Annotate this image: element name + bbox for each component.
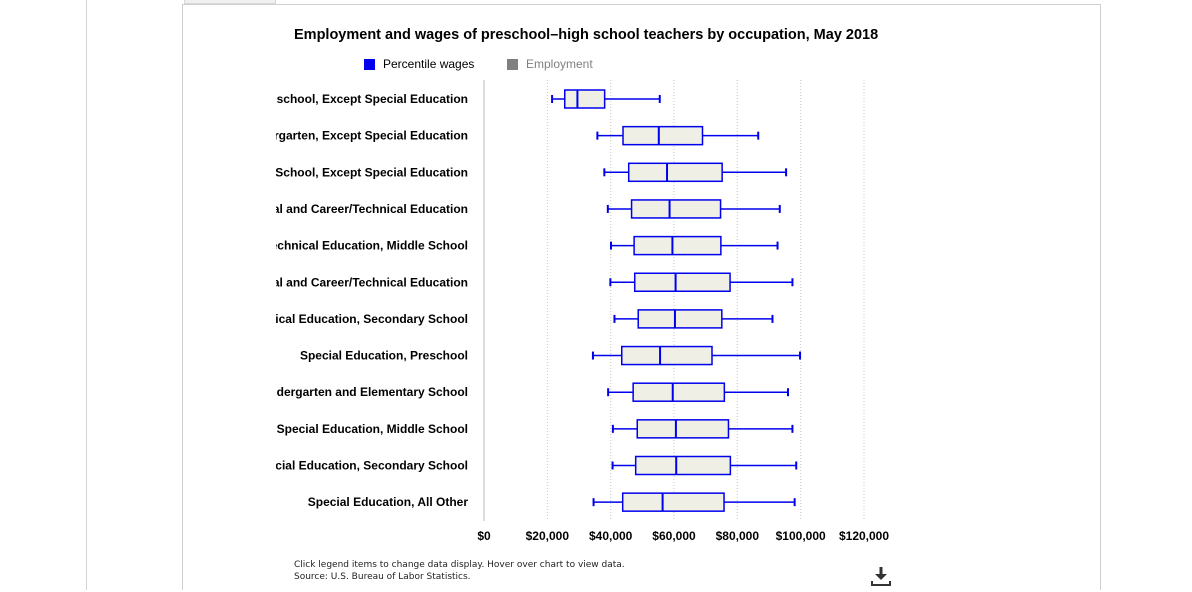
category-label: al and Career/Technical Education — [273, 202, 468, 216]
box-iqr — [627, 162, 723, 183]
x-tick-label: $80,000 — [716, 529, 760, 543]
category-label: / School, Except Special Education — [269, 165, 468, 179]
category-label: al and Career/Technical Education — [273, 275, 468, 289]
box-iqr — [621, 345, 713, 366]
x-tick-label: $120,000 — [839, 529, 889, 543]
category-label: reschool, Except Special Education — [265, 92, 468, 106]
category-label: ergarten, Except Special Education — [267, 129, 468, 143]
download-icon[interactable] — [871, 565, 891, 587]
chart-panel — [182, 4, 1101, 590]
category-label: Special Education, Preschool — [300, 349, 468, 363]
x-tick-label: $0 — [477, 529, 491, 543]
box-iqr — [634, 455, 732, 476]
legend-item-employment[interactable]: Employment — [507, 57, 593, 71]
x-tick-label: $60,000 — [652, 529, 696, 543]
box-iqr — [621, 492, 725, 512]
category-label: ndergarten and Elementary School — [269, 385, 468, 399]
page-border-left — [86, 0, 87, 590]
legend-label-wages: Percentile wages — [383, 57, 475, 71]
footnote-instructions: Click legend items to change data displa… — [294, 560, 625, 570]
box-iqr — [630, 199, 722, 219]
x-tick-label: $100,000 — [776, 529, 826, 543]
x-tick-label: $20,000 — [526, 529, 570, 543]
category-label: nical Education, Secondary School — [268, 312, 468, 326]
box-iqr — [637, 309, 723, 329]
legend-label-employment: Employment — [526, 57, 593, 71]
category-label: Technical Education, Middle School — [264, 239, 468, 253]
x-tick-label: $40,000 — [589, 529, 633, 543]
box-iqr — [636, 419, 730, 439]
category-label: Special Education, Middle School — [277, 422, 468, 436]
box-iqr — [633, 272, 731, 292]
legend-item-wages[interactable]: Percentile wages — [364, 57, 474, 71]
chart-title: Employment and wages of preschool–high s… — [294, 27, 879, 43]
tab-stub[interactable] — [184, 0, 276, 4]
box-iqr — [622, 125, 704, 146]
box-iqr — [633, 235, 722, 256]
category-label: Special Education, All Other — [308, 495, 469, 509]
legend-swatch-employment — [507, 58, 518, 70]
box-iqr — [564, 89, 606, 109]
box-iqr — [632, 382, 726, 402]
footnote-source: Source: U.S. Bureau of Labor Statistics. — [294, 572, 471, 582]
legend-swatch-wages — [364, 58, 375, 70]
category-label: ecial Education, Secondary School — [269, 459, 468, 473]
